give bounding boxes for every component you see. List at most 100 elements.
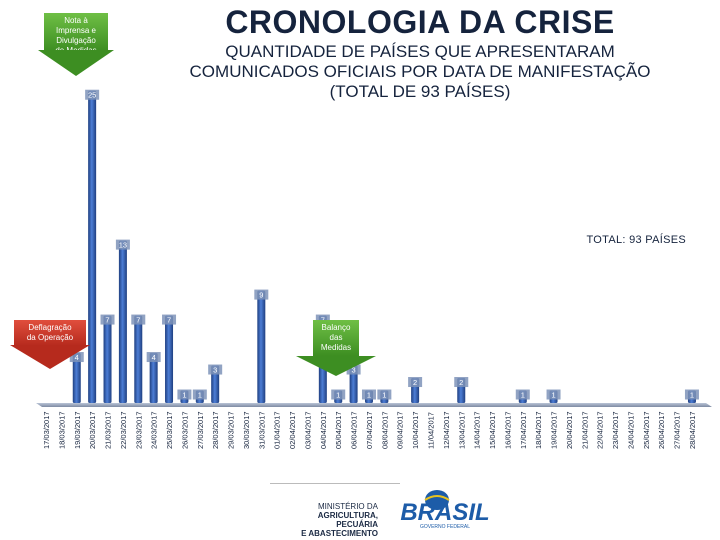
bar-label-bg: [131, 314, 146, 325]
bar-21/03/2017: [103, 315, 112, 403]
bar-value-label: 1: [367, 391, 371, 400]
bar-label-bg: [315, 314, 330, 325]
x-tick-label: 14/04/2017: [473, 411, 482, 449]
x-tick-label: 21/03/2017: [104, 411, 113, 449]
x-tick-label: 25/03/2017: [165, 411, 174, 449]
x-tick-label: 18/03/2017: [57, 411, 66, 449]
operation-callout: Deflagração da Operação: [14, 320, 86, 346]
x-tick-label: 31/03/2017: [257, 411, 266, 449]
bar-value-label: 4: [152, 353, 156, 362]
press-note-line-1: Nota à: [64, 16, 88, 25]
bar-label-bg: [454, 377, 469, 388]
x-tick-label: 05/04/2017: [334, 411, 343, 449]
press-note-line-2: Imprensa e: [55, 26, 97, 35]
bar-label-bg: [208, 364, 223, 375]
balance-callout: Balanço das Medidas: [313, 320, 359, 356]
bar-25/03/2017: [165, 315, 174, 403]
x-tick-label: 30/03/2017: [242, 411, 251, 449]
bar-value-label: 13: [119, 241, 127, 250]
x-tick-label: 07/04/2017: [365, 411, 374, 449]
bar-20/03/2017: [88, 90, 97, 404]
x-tick-label: 18/04/2017: [534, 411, 543, 449]
bar-label-bg: [515, 389, 530, 400]
ministry-line-2: AGRICULTURA, PECUÁRIA: [317, 511, 378, 529]
x-tick-label: 19/04/2017: [550, 411, 559, 449]
x-tick-label: 19/03/2017: [73, 411, 82, 449]
bar-label-bg: [162, 314, 177, 325]
bar-value-label: 9: [259, 291, 263, 300]
x-tick-label: 12/04/2017: [442, 411, 451, 449]
bar-label-bg: [177, 389, 192, 400]
x-tick-label: 10/04/2017: [411, 411, 420, 449]
bar-22/03/2017: [118, 240, 127, 403]
brand-text: BRASIL: [400, 499, 489, 526]
bar-value-label: 7: [105, 316, 109, 325]
press-note-callout: Nota à Imprensa e Divulgação de Medidas: [44, 13, 108, 55]
bar-value-label: 25: [88, 91, 96, 100]
ministry-line-3: E ABASTECIMENTO: [301, 529, 378, 538]
x-tick-label: 24/04/2017: [626, 411, 635, 449]
bar-value-label: 1: [336, 391, 340, 400]
bar-label-bg: [331, 389, 346, 400]
x-tick-label: 23/03/2017: [134, 411, 143, 449]
bar-value-label: 1: [551, 391, 555, 400]
balance-line-3: Medidas: [320, 343, 352, 352]
brasil-logo: BRASIL GOVERNO FEDERAL: [400, 490, 490, 530]
footer-divider: [270, 483, 400, 484]
bar-value-label: 7: [136, 316, 140, 325]
press-note-line-3: Divulgação: [56, 36, 96, 45]
bar-28/03/2017: [211, 365, 220, 403]
press-note-arrow-icon: [38, 50, 114, 76]
x-tick-label: 24/03/2017: [150, 411, 159, 449]
ministry-logo-text: MINISTÉRIO DA AGRICULTURA, PECUÁRIA E AB…: [278, 502, 378, 538]
operation-line-1: Deflagração: [28, 323, 72, 332]
x-tick-label: 04/04/2017: [319, 411, 328, 449]
balance-line-2: das: [329, 333, 343, 342]
x-tick-label: 17/04/2017: [519, 411, 528, 449]
bar-value-label: 1: [382, 391, 386, 400]
chart-floor: [36, 403, 712, 407]
bar-label-bg: [192, 389, 207, 400]
bar-label-bg: [546, 389, 561, 400]
operation-arrow-icon: [10, 345, 90, 369]
bar-value-label: 1: [182, 391, 186, 400]
bar-value-label: 3: [213, 366, 217, 375]
bar-value-label: 2: [459, 378, 463, 387]
x-tick-label: 03/04/2017: [303, 411, 312, 449]
bar-24/03/2017: [149, 353, 158, 403]
x-tick-label: 21/04/2017: [580, 411, 589, 449]
x-tick-label: 06/04/2017: [350, 411, 359, 449]
chart-subtitle: QUANTIDADE DE PAÍSES QUE APRESENTARAM CO…: [120, 42, 720, 102]
x-tick-label: 28/04/2017: [688, 411, 697, 449]
operation-line-2: da Operação: [26, 333, 74, 342]
x-tick-label: 01/04/2017: [273, 411, 282, 449]
x-tick-label: 09/04/2017: [396, 411, 405, 449]
x-tick-label: 26/04/2017: [657, 411, 666, 449]
bar-value-label: 1: [198, 391, 202, 400]
subtitle-line-1: QUANTIDADE DE PAÍSES QUE APRESENTARAM: [225, 42, 615, 61]
x-tick-label: 13/04/2017: [457, 411, 466, 449]
bar-23/03/2017: [134, 315, 143, 403]
bar-label-bg: [377, 389, 392, 400]
brand-tagline: GOVERNO FEDERAL: [420, 524, 470, 530]
x-tick-label: 02/04/2017: [288, 411, 297, 449]
x-tick-label: 20/03/2017: [88, 411, 97, 449]
x-tick-label: 27/04/2017: [673, 411, 682, 449]
ministry-line-1: MINISTÉRIO DA: [317, 502, 378, 511]
chart-title: CRONOLOGIA DA CRISE: [225, 4, 615, 40]
bar-value-label: 1: [690, 391, 694, 400]
balance-line-1: Balanço: [321, 323, 351, 332]
bar-label-bg: [115, 239, 130, 250]
x-tick-label: 22/03/2017: [119, 411, 128, 449]
x-tick-label: 22/04/2017: [596, 411, 605, 449]
bar-label-bg: [408, 377, 423, 388]
x-tick-label: 11/04/2017: [427, 412, 436, 449]
bar-label-bg: [361, 389, 376, 400]
x-tick-label: 20/04/2017: [565, 411, 574, 449]
x-tick-label: 29/03/2017: [227, 411, 236, 449]
x-tick-label: 17/03/2017: [42, 411, 51, 449]
subtitle-line-2: COMUNICADOS OFICIAIS POR DATA DE MANIFES…: [189, 62, 651, 81]
bar-label-bg: [100, 314, 115, 325]
bar-value-label: 7: [167, 316, 171, 325]
